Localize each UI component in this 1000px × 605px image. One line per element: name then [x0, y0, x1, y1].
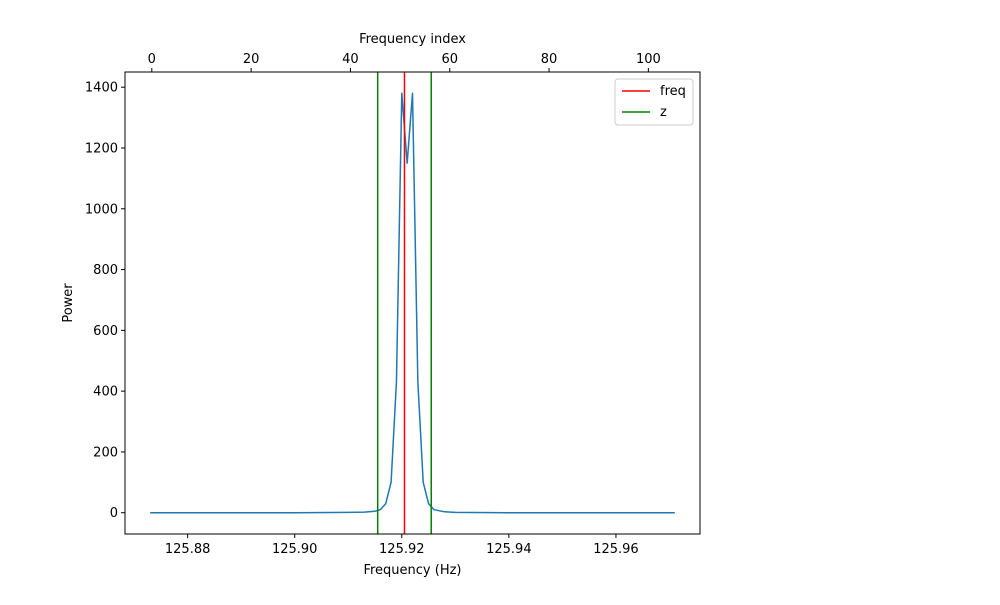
y-tick-label: 400	[93, 385, 118, 400]
y-axis-label: Power	[61, 283, 76, 323]
y-tick-label: 0	[110, 506, 118, 521]
top-x-tick-label: 100	[636, 52, 661, 67]
y-tick-label: 600	[93, 324, 118, 339]
x-tick-label: 125.92	[379, 542, 425, 557]
top-x-tick-label: 60	[441, 52, 458, 67]
top-x-tick-label: 40	[342, 52, 359, 67]
legend-label-z: z	[660, 105, 667, 120]
plot-content	[150, 72, 675, 534]
y-tick-label: 200	[93, 445, 118, 460]
axis-ticks: 125.88 125.90 125.92 125.94 125.960200400600…	[85, 52, 661, 557]
top-x-tick-label: 0	[148, 52, 156, 67]
y-tick-label: 800	[93, 263, 118, 278]
legend-label-freq: freq	[660, 84, 686, 99]
y-tick-label: 1200	[85, 141, 118, 156]
series-line-0	[150, 92, 675, 514]
legend: freq z	[614, 78, 694, 126]
x-tick-label: 125.88	[165, 542, 211, 557]
x-axis-label: Frequency (Hz)	[363, 563, 461, 578]
top-x-tick-label: 20	[243, 52, 260, 67]
x-tick-label: 125.90	[272, 542, 318, 557]
y-tick-label: 1000	[85, 202, 118, 217]
top-x-tick-label: 80	[541, 52, 558, 67]
x-tick-label: 125.96	[593, 542, 639, 557]
y-tick-label: 1400	[85, 81, 118, 96]
top-x-axis-label: Frequency index	[359, 32, 466, 47]
x-tick-label: 125.94	[486, 542, 532, 557]
plot-frame	[124, 71, 701, 535]
